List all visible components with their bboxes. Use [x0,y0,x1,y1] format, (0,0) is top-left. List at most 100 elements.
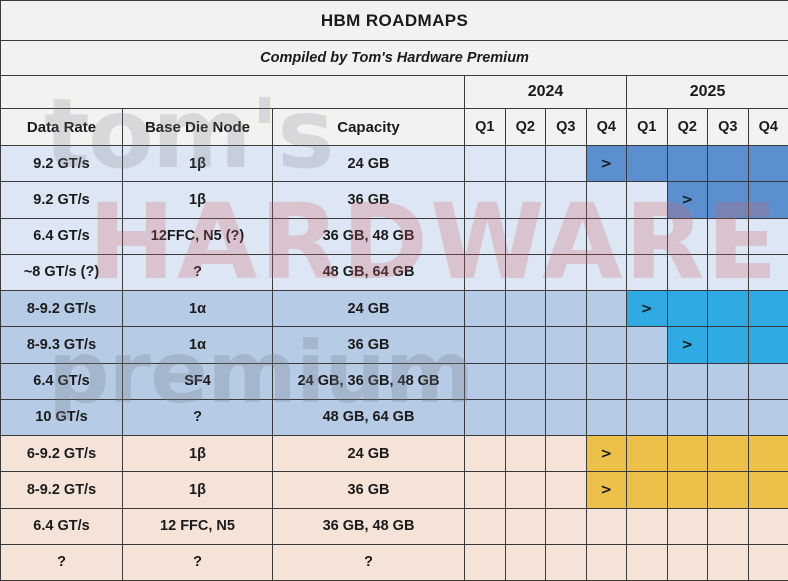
year-header-2024: 2024 [464,75,627,109]
cell-quarter-2024-Q3 [545,471,587,509]
quarter-header-2024-Q3: Q3 [545,108,587,146]
cell-quarter-2025-Q2 [666,144,708,183]
cell-data-rate: 6.4 GT/s [0,362,123,400]
cell-quarter-2025-Q4 [747,362,788,400]
cell-quarter-2025-Q3 [707,217,749,255]
cell-quarter-2024-Q1 [464,289,506,328]
cell-quarter-2025-Q4 [747,471,788,509]
cell-quarter-2025-Q1 [626,543,668,581]
cell-quarter-2025-Q1 [626,507,668,545]
quarter-header-2024-Q2: Q2 [504,108,546,146]
cell-capacity: 48 GB, 64 GB [272,253,465,292]
cell-data-rate: 9.2 GT/s [0,181,123,219]
page-subtitle: Compiled by Tom's Hardware Premium [0,40,788,76]
table-row: 10 GT/s? 48 GB, 64 GB [0,398,788,437]
cell-quarter-2024-Q1 [464,471,506,509]
table-row: 8-9.2 GT/s 1α 24 GB > [0,289,788,328]
cell-quarter-2025-Q1 [626,181,668,219]
cell-quarter-2025-Q3 [707,181,749,219]
cell-quarter-2024-Q1 [464,326,506,364]
cell-quarter-2025-Q2 [666,398,708,437]
cell-quarter-2024-Q2 [504,181,546,219]
cell-quarter-2024-Q4 [585,253,627,292]
cell-quarter-2025-Q1: > [626,289,668,328]
column-header-capacity: Capacity [272,108,465,146]
cell-quarter-2024-Q1 [464,144,506,183]
cell-quarter-2025-Q4 [747,289,788,328]
cell-quarter-2024-Q3 [545,253,587,292]
cell-capacity: 36 GB [272,326,465,364]
cell-data-rate: 6.4 GT/s [0,217,123,255]
cell-base-die-node: 1β [122,144,273,183]
cell-base-die-node: 12 FFC, N5 [122,507,273,545]
table-row: ~8 GT/s (?)? 48 GB, 64 GB [0,253,788,292]
availability-arrow-icon: > [681,192,694,209]
cell-quarter-2024-Q3 [545,181,587,219]
table-row: 6-9.2 GT/s 1β 24 GB > [0,434,788,473]
cell-quarter-2024-Q4 [585,181,627,219]
cell-quarter-2024-Q2 [504,144,546,183]
cell-capacity: 48 GB, 64 GB [272,398,465,437]
cell-quarter-2024-Q1 [464,181,506,219]
cell-quarter-2025-Q3 [707,471,749,509]
cell-capacity: 24 GB [272,144,465,183]
cell-quarter-2025-Q3 [707,507,749,545]
cell-quarter-2024-Q2 [504,507,546,545]
page-title: HBM ROADMAPS [0,0,788,41]
cell-quarter-2025-Q2: > [666,181,708,219]
cell-data-rate: ~8 GT/s (?) [0,253,123,292]
cell-quarter-2024-Q2 [504,326,546,364]
cell-capacity: ? [272,543,465,581]
cell-data-rate: 8-9.3 GT/s [0,326,123,364]
table-body: 9.2 GT/s 1β 24 GB >9.2 GT/s 1β 36 GB >6.4 GT/s… [0,144,788,581]
cell-quarter-2025-Q3 [707,326,749,364]
cell-quarter-2024-Q1 [464,507,506,545]
year-header-row: 2024 2025 [0,75,788,109]
cell-quarter-2024-Q1 [464,543,506,581]
cell-base-die-node: 1β [122,181,273,219]
cell-quarter-2024-Q2 [504,543,546,581]
quarter-header-2025-Q4: Q4 [747,108,788,146]
quarter-header-2025-Q2: Q2 [666,108,708,146]
cell-capacity: 36 GB [272,181,465,219]
availability-arrow-icon: > [600,446,613,463]
table-row: 6.4 GT/s 12FFC, N5 (?) 36 GB, 48 GB [0,217,788,255]
cell-quarter-2024-Q1 [464,217,506,255]
cell-quarter-2024-Q3 [545,543,587,581]
cell-base-die-node: 1α [122,326,273,364]
table-row: 8-9.3 GT/s 1α 36 GB > [0,326,788,364]
table-head: HBM ROADMAPS Compiled by Tom's Hardware … [0,0,788,146]
cell-capacity: 36 GB, 48 GB [272,507,465,545]
cell-base-die-node: 12FFC, N5 (?) [122,217,273,255]
availability-arrow-icon: > [640,301,653,318]
table-row: ??? [0,543,788,581]
cell-quarter-2025-Q1 [626,253,668,292]
cell-quarter-2024-Q2 [504,289,546,328]
cell-capacity: 36 GB [272,471,465,509]
cell-quarter-2025-Q3 [707,253,749,292]
cell-quarter-2025-Q1 [626,362,668,400]
table-row: 9.2 GT/s 1β 24 GB > [0,144,788,183]
cell-quarter-2025-Q1 [626,398,668,437]
quarter-header-2024-Q1: Q1 [464,108,506,146]
cell-base-die-node: ? [122,253,273,292]
cell-quarter-2024-Q2 [504,362,546,400]
cell-quarter-2025-Q2 [666,217,708,255]
column-header-base-die-node: Base Die Node [122,108,273,146]
cell-quarter-2024-Q3 [545,217,587,255]
cell-quarter-2024-Q4 [585,362,627,400]
cell-quarter-2025-Q1 [626,471,668,509]
cell-quarter-2024-Q1 [464,362,506,400]
column-header-row: Data Rate Base Die Node Capacity Q1 Q2 Q3 Q4 Q1… [0,108,788,146]
cell-quarter-2025-Q2 [666,253,708,292]
cell-quarter-2025-Q2: > [666,326,708,364]
cell-data-rate: 10 GT/s [0,398,123,437]
cell-base-die-node: 1β [122,434,273,473]
table-row: 6.4 GT/s SF4 24 GB, 36 GB, 48 GB [0,362,788,400]
cell-quarter-2024-Q4 [585,507,627,545]
table-row: 9.2 GT/s 1β 36 GB > [0,181,788,219]
cell-quarter-2025-Q1 [626,217,668,255]
year-header-2025: 2025 [625,75,788,109]
